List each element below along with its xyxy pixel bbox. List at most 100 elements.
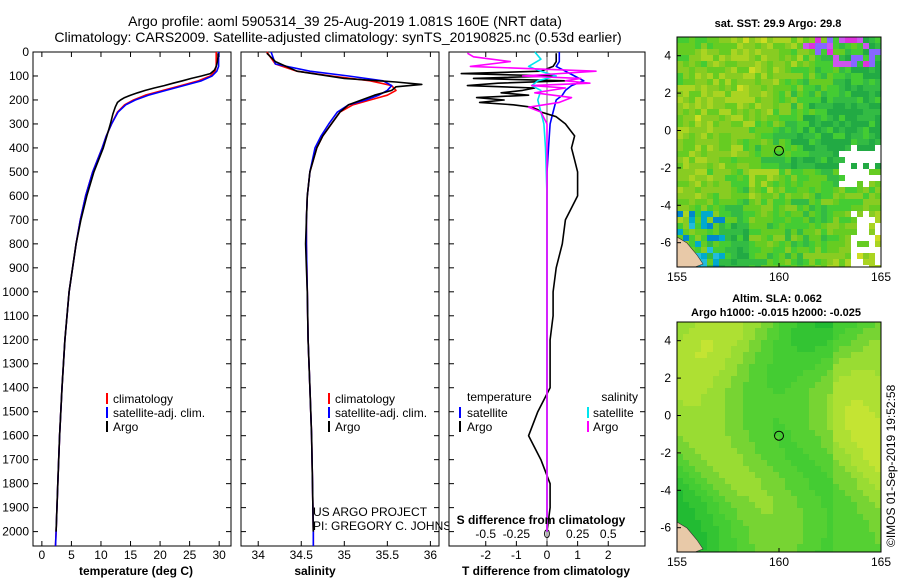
map-cell xyxy=(755,550,761,552)
map-cell xyxy=(677,340,683,346)
map-cell xyxy=(773,346,779,352)
map-cell xyxy=(707,217,713,223)
map-cell xyxy=(869,406,875,412)
map-cell xyxy=(767,61,773,67)
map-cell xyxy=(821,400,827,406)
map-cell xyxy=(821,97,827,103)
map-cell xyxy=(833,193,839,199)
map-cell xyxy=(821,538,827,544)
map-cell xyxy=(701,340,707,346)
map-cell xyxy=(851,472,857,478)
map-cell xyxy=(695,43,701,49)
map-cell xyxy=(839,328,845,334)
map-cell xyxy=(863,199,869,205)
map-cell xyxy=(851,247,857,253)
map-cell xyxy=(863,79,869,85)
map-cell xyxy=(809,235,815,241)
map-cell xyxy=(737,253,743,259)
map-cell xyxy=(809,193,815,199)
sst-map: sat. SST: 29.9 Argo: 29.8 155 160 165420-2… xyxy=(660,18,891,284)
map-cell xyxy=(815,133,821,139)
map-cell xyxy=(761,139,767,145)
map-cell xyxy=(737,73,743,79)
map-cell xyxy=(731,466,737,472)
map-cell xyxy=(731,352,737,358)
map-cell xyxy=(713,133,719,139)
map-cell xyxy=(737,241,743,247)
map-cell xyxy=(737,376,743,382)
map-cell xyxy=(779,364,785,370)
map-cell xyxy=(797,211,803,217)
map-cell xyxy=(833,49,839,55)
map-cell xyxy=(821,187,827,193)
map-cell xyxy=(821,478,827,484)
map-cell xyxy=(839,103,845,109)
map-cell xyxy=(761,346,767,352)
map-cell xyxy=(779,514,785,520)
map-cell xyxy=(821,340,827,346)
map-cell xyxy=(857,454,863,460)
map-cell xyxy=(707,109,713,115)
map-cell xyxy=(863,442,869,448)
map-cell xyxy=(815,340,821,346)
map-cell xyxy=(863,334,869,340)
map-cell xyxy=(803,328,809,334)
map-cell xyxy=(863,484,869,490)
map-cell xyxy=(815,247,821,253)
map-cell xyxy=(845,358,851,364)
map-cell xyxy=(719,235,725,241)
map-cell xyxy=(719,322,725,328)
map-cell xyxy=(767,478,773,484)
map-cell xyxy=(725,217,731,223)
map-cell xyxy=(839,352,845,358)
depth-tick-label: 1500 xyxy=(2,405,29,419)
map-cell xyxy=(755,454,761,460)
map-cell xyxy=(737,364,743,370)
map-cell xyxy=(791,526,797,532)
map-cell xyxy=(863,520,869,526)
map-cell xyxy=(713,430,719,436)
map-cell xyxy=(821,259,827,265)
map-cell xyxy=(677,55,683,61)
map-cell xyxy=(809,97,815,103)
map-cell xyxy=(695,151,701,157)
map-cell xyxy=(683,340,689,346)
map-cell xyxy=(725,412,731,418)
map-cell xyxy=(761,550,767,552)
map-cell xyxy=(707,508,713,514)
map-cell xyxy=(773,496,779,502)
map-cell xyxy=(833,352,839,358)
map-cell xyxy=(779,229,785,235)
map-cell xyxy=(707,418,713,424)
map-cell xyxy=(737,217,743,223)
map-cell xyxy=(869,472,875,478)
map-cell xyxy=(857,187,863,193)
map-cell xyxy=(791,358,797,364)
map-cell xyxy=(857,538,863,544)
map-cell xyxy=(845,502,851,508)
map-cell xyxy=(749,73,755,79)
map-cell xyxy=(803,217,809,223)
map-cell xyxy=(839,127,845,133)
map-cell xyxy=(743,85,749,91)
map-cell xyxy=(785,199,791,205)
map-cell xyxy=(821,73,827,79)
map-cell xyxy=(749,388,755,394)
map-cell xyxy=(761,103,767,109)
map-cell xyxy=(695,526,701,532)
map-cell xyxy=(725,37,731,43)
map-cell xyxy=(773,211,779,217)
map-cell xyxy=(767,502,773,508)
depth-tick-label: 1700 xyxy=(2,453,29,467)
map-cell xyxy=(815,163,821,169)
map-cell xyxy=(785,442,791,448)
map-cell xyxy=(743,61,749,67)
legend2-argo-swatch xyxy=(328,421,330,432)
map-cell xyxy=(701,253,707,259)
map-cell xyxy=(821,79,827,85)
map-cell xyxy=(755,340,761,346)
map-cell xyxy=(869,247,875,253)
map-cell xyxy=(713,265,719,267)
map-cell xyxy=(779,85,785,91)
map-cell xyxy=(749,544,755,550)
